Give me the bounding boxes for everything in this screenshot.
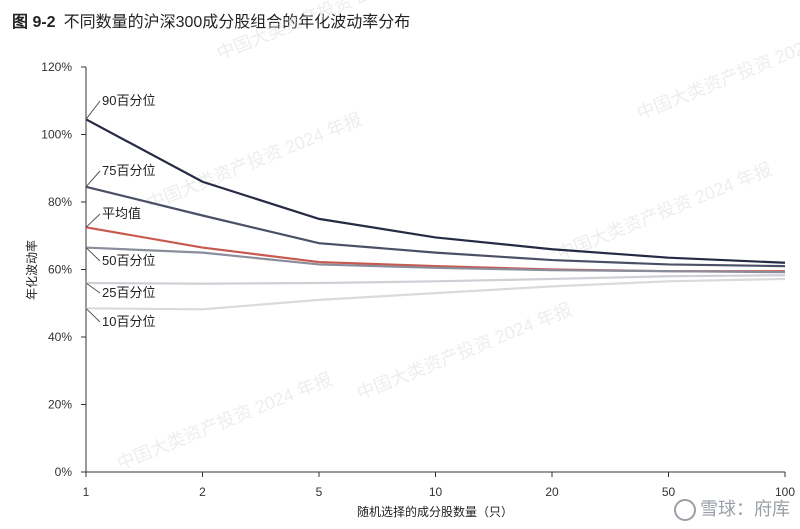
figure-number: 图 9-2 [12, 14, 56, 31]
series-label-leader [85, 213, 101, 228]
series-label-leader [85, 307, 101, 323]
watermark-text: 中国大类资产投资 2024 年报 [214, 0, 435, 64]
figure-title-text: 不同数量的沪深300成分股组合的年化波动率分布 [63, 14, 411, 31]
y-tick-label: 40% [48, 330, 72, 344]
series-label-leader [85, 247, 101, 262]
y-axis-title: 年化波动率 [24, 240, 39, 300]
x-axis-title: 随机选择的成分股数量（只） [357, 504, 513, 519]
x-axis-ticks: 1 2 5 10 20 50 100 [83, 472, 795, 499]
series-label-leader [85, 100, 101, 120]
x-tick-label: 50 [662, 485, 676, 499]
series-line [85, 277, 786, 311]
series-lines [85, 118, 786, 311]
series-label: 75百分位 [102, 163, 155, 178]
series-line [85, 246, 786, 274]
watermark-text: 中国大类资产投资 2024 年报 [354, 299, 575, 404]
y-tick-label: 100% [41, 128, 72, 142]
x-tick-label: 5 [316, 485, 323, 499]
y-tick-label: 60% [48, 263, 72, 277]
x-tick-label: 20 [545, 485, 559, 499]
series-label: 10百分位 [102, 314, 155, 329]
figure-title: 图 9-2 不同数量的沪深300成分股组合的年化波动率分布 [12, 8, 410, 32]
y-tick-label: 20% [48, 398, 72, 412]
brand-watermark: 雪球：府库 [674, 495, 790, 521]
y-tick-label: 80% [48, 195, 72, 209]
brand-text: 雪球：府库 [700, 498, 790, 519]
series-line [85, 185, 786, 268]
x-tick-label: 10 [429, 485, 443, 499]
watermark-text: 中国大类资产投资 2024 年报 [554, 159, 775, 264]
chart-axes [85, 67, 785, 473]
watermark-text: 中国大类资产投资 2024 年报 [114, 369, 335, 474]
snowball-logo-icon [674, 499, 696, 521]
x-tick-label: 2 [199, 485, 206, 499]
series-line [85, 274, 786, 285]
x-tick-label: 1 [83, 485, 90, 499]
watermark-layer: 中国大类资产投资 2024 年报 中国大类资产投资 2024 年报中国大类资产投资… [114, 0, 800, 474]
y-tick-label: 120% [41, 60, 72, 74]
watermark-text: 中国大类资产投资 2024 年报 [634, 19, 800, 124]
series-label: 平均值 [102, 206, 141, 221]
series-line [85, 118, 786, 264]
series-label: 50百分位 [102, 253, 155, 268]
y-tick-label: 0% [55, 465, 73, 479]
series-label: 90百分位 [102, 93, 155, 108]
x-tick-label: 100 [775, 485, 795, 499]
y-axis-ticks: 0% 20% 40% 60% 80% 100% 120% [41, 60, 86, 479]
series-label: 25百分位 [102, 285, 155, 300]
series-label-leader [85, 282, 101, 294]
series-label-leader [85, 170, 101, 188]
